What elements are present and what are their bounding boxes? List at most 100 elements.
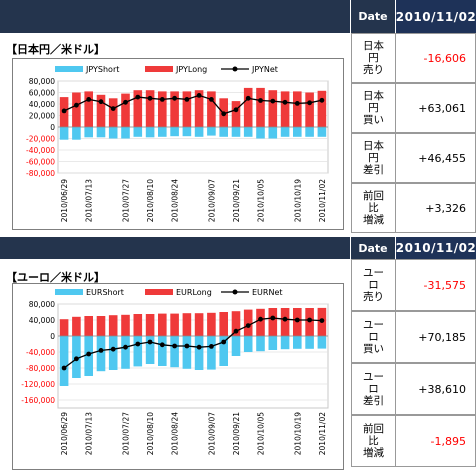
net-point xyxy=(147,339,153,345)
long-bar xyxy=(194,90,204,127)
y-tick-label: -60,000 xyxy=(26,158,55,167)
eur-row-label: ユーロ買い xyxy=(351,311,396,363)
eur-chart-frame: EURShort EURLong EURNet 80,000 40,000 0 -40,00… xyxy=(12,283,344,470)
long-bar xyxy=(182,91,192,127)
net-point xyxy=(172,343,178,349)
x-tick-label: 2010/10/19 xyxy=(293,412,302,455)
net-point xyxy=(159,342,165,348)
y-tick-label: 0 xyxy=(50,123,55,132)
eur-row-value: +38,610 xyxy=(395,363,476,415)
legend-marker xyxy=(232,66,238,72)
eur-row-value: +70,185 xyxy=(395,311,476,363)
short-bar xyxy=(268,127,278,139)
short-bar xyxy=(158,127,167,137)
net-point xyxy=(135,94,141,100)
short-bar xyxy=(59,336,69,386)
net-point xyxy=(184,343,190,349)
net-point xyxy=(245,95,251,101)
net-point xyxy=(221,339,227,345)
short-bar xyxy=(219,336,228,366)
jpy-header-bar xyxy=(0,0,350,33)
short-bar xyxy=(145,127,155,138)
long-bar xyxy=(231,311,241,336)
short-bar xyxy=(108,336,118,370)
net-point xyxy=(184,97,190,102)
net-point xyxy=(86,351,92,357)
long-bar xyxy=(243,87,253,127)
short-bar xyxy=(121,127,130,139)
short-bar xyxy=(145,336,155,364)
short-bar xyxy=(121,336,130,369)
jpy-row-value: +63,061 xyxy=(395,83,476,133)
net-point xyxy=(258,316,263,322)
y-tick-label: -80,000 xyxy=(26,364,55,373)
long-bar xyxy=(158,91,167,127)
net-line xyxy=(63,94,323,115)
short-bar xyxy=(207,127,216,136)
jpy-date-value: 2010/11/02 xyxy=(396,0,476,33)
short-bar xyxy=(108,127,118,139)
x-tick-label: 2010/10/19 xyxy=(293,179,302,222)
net-point xyxy=(294,101,300,106)
long-bar xyxy=(256,308,265,336)
x-tick-label: 2010/09/07 xyxy=(207,412,216,455)
y-tick-label: -20,000 xyxy=(26,135,55,144)
net-point xyxy=(86,97,92,102)
y-tick-label: -40,000 xyxy=(26,146,55,155)
x-tick-label: 2010/07/13 xyxy=(85,412,94,455)
short-bar xyxy=(305,336,314,349)
net-point xyxy=(233,328,239,334)
legend-label: EURShort xyxy=(86,288,124,297)
net-point xyxy=(282,316,288,322)
short-bar xyxy=(96,336,106,372)
long-bar xyxy=(72,92,81,127)
x-tick-label: 2010/11/02 xyxy=(318,179,327,222)
short-bar xyxy=(317,127,327,137)
net-point xyxy=(294,317,300,323)
jpy-panel: Date 2010/11/02 【日本円／米ドル】 JPYShort JPYLon… xyxy=(0,0,476,235)
x-tick-label: 2010/08/24 xyxy=(171,412,180,455)
eur-header-bar xyxy=(0,237,350,259)
net-point xyxy=(282,99,288,105)
y-tick-label: 0 xyxy=(50,332,55,341)
long-bar xyxy=(108,98,118,128)
net-point xyxy=(319,97,325,103)
long-bar xyxy=(59,319,69,336)
short-bar xyxy=(96,127,106,138)
long-bar xyxy=(256,87,265,127)
eur-date-label: Date xyxy=(351,237,395,259)
long-bar xyxy=(219,312,228,336)
long-bar xyxy=(207,91,216,127)
legend-swatch xyxy=(55,289,83,295)
x-tick-label: 2010/09/07 xyxy=(207,179,216,222)
net-line xyxy=(63,317,322,369)
x-tick-label: 2010/08/10 xyxy=(146,412,155,455)
long-bar xyxy=(121,314,130,336)
short-bar xyxy=(256,127,265,139)
short-bar xyxy=(207,336,216,370)
short-bar xyxy=(293,127,302,137)
jpy-row-label: 日本円売り xyxy=(351,33,396,83)
long-bar xyxy=(280,308,290,336)
legend-label: JPYShort xyxy=(85,65,119,74)
short-bar xyxy=(280,336,290,350)
net-point xyxy=(233,107,239,113)
long-bar xyxy=(145,314,155,336)
y-tick-label: -120,000 xyxy=(21,380,55,389)
net-point xyxy=(123,99,128,105)
y-tick-label: 80,000 xyxy=(29,300,55,309)
long-bar xyxy=(207,312,216,336)
jpy-date-label: Date xyxy=(351,0,395,33)
net-point xyxy=(270,315,276,321)
short-bar xyxy=(133,336,143,367)
net-point xyxy=(258,98,263,103)
eur-date-value: 2010/11/02 xyxy=(396,237,476,259)
net-point xyxy=(196,93,202,98)
net-point xyxy=(172,95,178,101)
net-point xyxy=(319,318,325,323)
y-tick-label: 40,000 xyxy=(29,316,55,325)
jpy-row-label: 日本円差引 xyxy=(351,133,396,183)
short-bar xyxy=(72,127,81,140)
x-tick-label: 2010/09/21 xyxy=(232,412,241,455)
y-tick-label: 20,000 xyxy=(29,112,55,121)
